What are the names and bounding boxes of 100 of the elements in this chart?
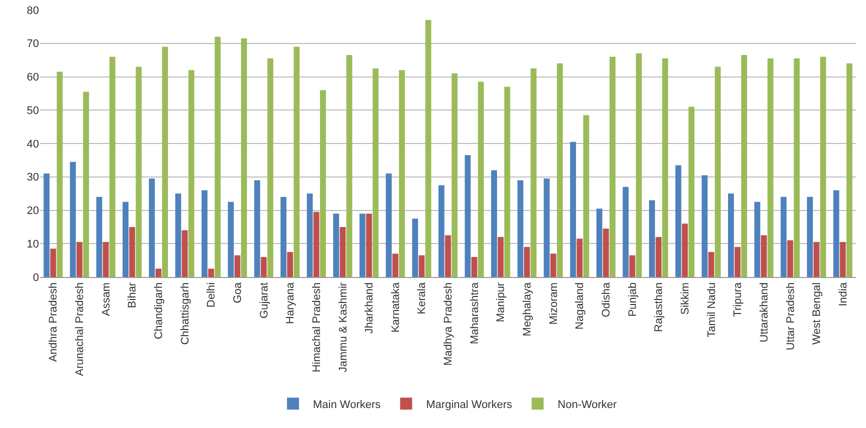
bar [596,208,602,277]
x-tick-label: Tripura [732,282,744,317]
x-tick-label: Assam [100,282,112,316]
y-tick-label: 50 [26,104,39,117]
bar [96,196,102,277]
bar [320,90,326,277]
bar [109,56,116,277]
x-tick-label: Arunachal Pradesh [74,282,86,376]
bar [418,255,425,277]
bar [491,170,498,277]
bar [438,185,444,277]
bar [840,242,846,277]
bar [622,186,629,277]
bar [175,194,182,277]
bar [44,174,50,277]
bar [287,252,294,277]
bar [530,68,537,277]
x-tick-label: Karnataka [390,282,402,333]
bar [708,252,714,277]
legend-label: Non-Worker [558,398,618,411]
bar [425,20,432,277]
x-tick-label: Bihar [126,282,139,308]
x-tick-label: Odisha [600,282,613,318]
x-tick-label: Madhya Pradesh [442,282,455,366]
bar [550,254,556,277]
bar [102,242,109,277]
bar [544,178,550,277]
y-tick-label: 0 [32,272,39,284]
x-tick-label: India [837,282,850,306]
y-tick-label: 70 [26,38,39,50]
bar [656,236,662,277]
bar [254,180,260,277]
bar [517,180,524,277]
bar [820,56,826,277]
bar [471,256,478,277]
bar [576,238,583,277]
x-tick-label: Rajasthan [653,282,666,332]
bar [714,66,721,277]
x-tick-label: Chhattisgarh [179,282,192,345]
bar [359,214,366,277]
bar [234,255,240,277]
bar [734,246,741,277]
x-tick-label: Jammu & Kashmir [337,282,350,372]
x-tick-label: Sikkim [679,282,692,315]
y-tick-label: 60 [26,72,39,84]
legend-label: Marginal Workers [426,398,513,411]
bar [846,63,852,277]
x-tick-label: Meghalaya [522,282,534,336]
bar [814,242,820,277]
bar [392,254,398,277]
bar [629,255,636,277]
bar [478,82,484,277]
x-tick-label: West Bengal [811,282,824,345]
bar [333,214,340,277]
bar [636,53,642,277]
bar [280,196,286,277]
bar [728,194,734,277]
y-tick-label: 80 [26,4,39,17]
y-tick-label: 10 [26,238,39,250]
bar [202,190,208,277]
bar [148,178,155,277]
bar [313,212,320,277]
bar [162,46,168,277]
x-tick-label: Gujarat [258,282,270,318]
bar [787,240,794,277]
bar [136,66,142,277]
bar [445,235,451,277]
x-tick-label: Uttarakhand [758,282,770,342]
x-tick-label: Manipur [495,282,508,322]
bar [188,70,194,277]
bar [129,226,136,277]
bar [306,194,313,277]
bar [452,73,458,277]
x-tick-label: Jharkhand [364,282,376,334]
x-tick-label: Kerala [416,282,428,314]
bar [70,162,76,277]
bar [570,142,576,277]
x-tick-label: Maharashtra [468,282,481,344]
x-tick-label: Punjab [626,282,639,317]
bar [794,58,800,277]
bar [122,202,129,277]
bar [760,235,767,277]
bar [767,58,774,277]
bar [340,226,346,277]
bar [649,200,655,277]
bar [56,72,63,277]
x-tick-label: Andhra Pradesh [48,282,60,362]
y-tick-label: 30 [26,172,39,184]
bar [228,202,234,277]
bar [386,174,392,277]
bar [504,86,510,277]
bar [208,268,214,277]
x-tick-label: Chandigarh [153,282,166,340]
x-tick-label: Delhi [206,282,218,308]
bar [662,58,668,277]
x-tick-label: Mizoram [548,282,560,325]
bar [754,202,760,277]
bar [833,190,840,277]
bar [498,236,504,277]
bar [214,36,221,277]
